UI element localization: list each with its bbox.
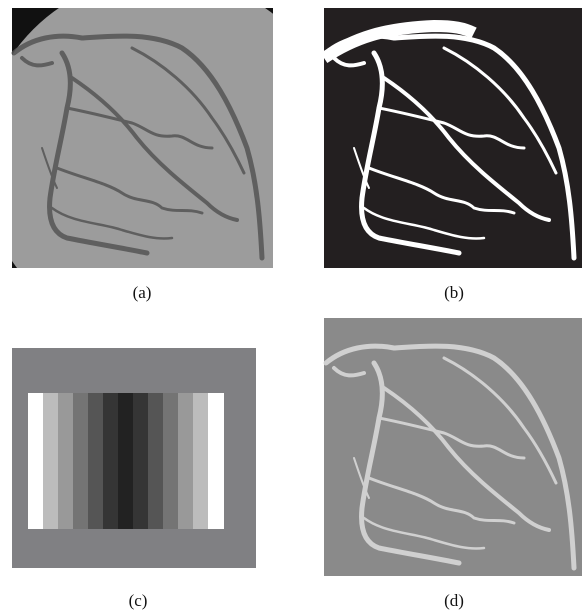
panel-a: (a): [12, 8, 273, 302]
image-b: [324, 8, 582, 268]
panel-d: (d): [324, 318, 582, 610]
caption: (c): [129, 591, 148, 610]
caption: (a): [133, 283, 152, 302]
caption: (d): [444, 591, 464, 610]
image-d: [324, 318, 582, 576]
caption: (b): [444, 283, 464, 302]
panel-b: (b): [324, 8, 582, 302]
figure: (a) (b) (c) (d): [0, 0, 586, 614]
panel-c: (c): [12, 348, 256, 610]
